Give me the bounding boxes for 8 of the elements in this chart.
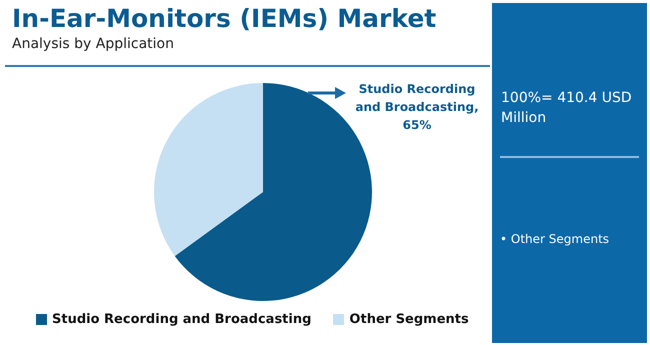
text: 100%= 410.4 USD Million bbox=[501, 89, 633, 128]
chart-subtitle: Analysis by Application bbox=[12, 36, 174, 52]
legend-label: Other Segments bbox=[348, 312, 469, 327]
text: Studio Recording and Broadcasting, 65% bbox=[354, 81, 480, 134]
text: • Other Segments bbox=[500, 232, 610, 246]
legend-label: Studio Recording and Broadcasting bbox=[51, 312, 312, 327]
pie-slice bbox=[154, 83, 263, 256]
chart-title: In-Ear-Monitors (IEMs) Market bbox=[12, 4, 436, 33]
